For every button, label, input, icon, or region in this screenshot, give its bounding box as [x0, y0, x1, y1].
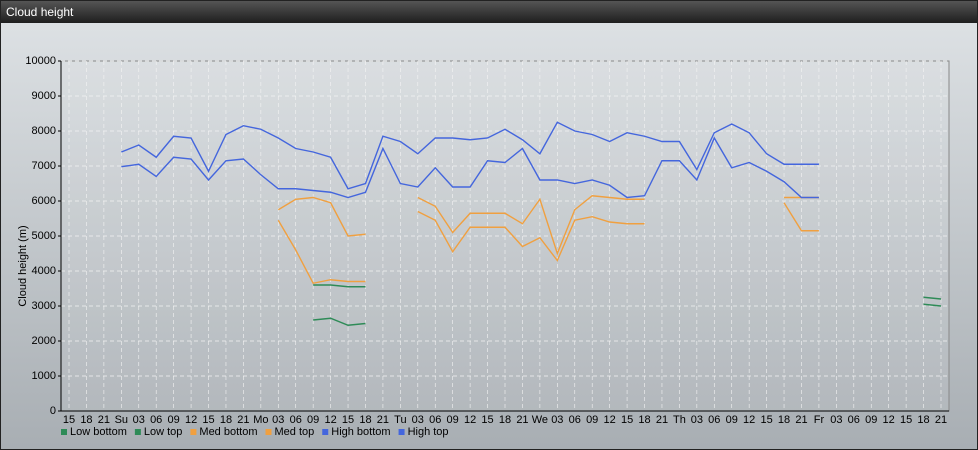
legend-swatch	[190, 429, 197, 435]
legend-swatch	[322, 429, 329, 435]
series-line	[313, 284, 942, 300]
x-tick-label: 15	[342, 414, 354, 426]
legend-swatch	[398, 429, 405, 435]
x-tick-label: 15	[621, 414, 633, 426]
x-tick-label: 15	[481, 414, 493, 426]
x-tick-label: 18	[359, 414, 371, 426]
x-tick-label: 06	[848, 414, 860, 426]
x-tick-label: 18	[80, 414, 92, 426]
legend-swatch	[265, 429, 272, 435]
legend-swatch	[134, 429, 141, 435]
x-tick-label: 12	[604, 414, 616, 426]
x-tick-label: 12	[324, 414, 336, 426]
series-line	[121, 121, 819, 190]
x-tick-label: 21	[98, 414, 110, 426]
x-tick-label: 15	[63, 414, 75, 426]
x-tick-label: 09	[726, 414, 738, 426]
series-line	[121, 136, 819, 199]
legend-label: Low top	[144, 426, 183, 438]
legend-swatch	[61, 429, 67, 435]
x-tick-label: Su	[115, 414, 128, 426]
x-tick-label: 03	[830, 414, 842, 426]
x-tick-label: 09	[586, 414, 598, 426]
x-tick-label: 09	[168, 414, 180, 426]
x-tick-label: 12	[464, 414, 476, 426]
x-tick-label: 03	[133, 414, 145, 426]
y-tick-label: 5000	[32, 230, 56, 242]
x-tick-label: 21	[377, 414, 389, 426]
x-tick-label: 12	[883, 414, 895, 426]
y-tick-label: 10000	[25, 55, 56, 67]
legend-label: Low bottom	[70, 426, 127, 438]
legend-label: Med top	[275, 426, 315, 438]
x-tick-label: 12	[743, 414, 755, 426]
x-tick-label: 12	[185, 414, 197, 426]
x-tick-label: 09	[307, 414, 319, 426]
x-tick-label: 06	[569, 414, 581, 426]
chart: Cloud height (m) 0 1000 2000 3000 4000 5000 60…	[17, 55, 950, 438]
y-tick-label: 0	[50, 405, 56, 417]
y-tick-label: 7000	[32, 160, 56, 172]
x-tick-label: 15	[760, 414, 772, 426]
legend-label: High bottom	[331, 426, 390, 438]
x-tick-label: 21	[516, 414, 528, 426]
x-tick-label: 09	[447, 414, 459, 426]
x-tick-label: 03	[412, 414, 424, 426]
x-tick-label: 21	[795, 414, 807, 426]
x-tick-label: 03	[272, 414, 284, 426]
series-line	[313, 303, 942, 326]
x-tick-label: 18	[638, 414, 650, 426]
y-tick-label: 1000	[32, 370, 56, 382]
x-tick-label: 18	[499, 414, 511, 426]
x-tick-label: 21	[656, 414, 668, 426]
x-tick-label: 18	[220, 414, 232, 426]
y-tick-label: 9000	[32, 90, 56, 102]
x-tick-label: 06	[290, 414, 302, 426]
x-tick-label: Th	[673, 414, 686, 426]
x-tick-label: 09	[865, 414, 877, 426]
x-tick-label: 15	[900, 414, 912, 426]
y-tick-label: 8000	[32, 125, 56, 137]
x-tick-label: 18	[917, 414, 929, 426]
x-tick-label: 06	[429, 414, 441, 426]
x-tick-label: We	[532, 414, 548, 426]
y-tick-label: 3000	[32, 300, 56, 312]
x-tick-label: 21	[935, 414, 947, 426]
series-line	[277, 202, 819, 285]
x-tick-label: 15	[202, 414, 214, 426]
x-tick-label: 21	[237, 414, 249, 426]
x-tick-label: 18	[778, 414, 790, 426]
x-tick-label: 03	[691, 414, 703, 426]
y-tick-label: 6000	[32, 195, 56, 207]
y-tick-label: 4000	[32, 265, 56, 277]
y-tick-label: 2000	[32, 335, 56, 347]
x-tick-label: 06	[708, 414, 720, 426]
legend-label: Med bottom	[199, 426, 257, 438]
x-tick-label: 03	[551, 414, 563, 426]
x-tick-label: Fr	[814, 414, 825, 426]
x-tick-label: 06	[150, 414, 162, 426]
title-bar: Cloud height	[1, 1, 977, 23]
x-tick-label: Tu	[394, 414, 406, 426]
x-tick-label: Mo	[253, 414, 268, 426]
legend-label: High top	[408, 426, 449, 438]
y-axis-title: Cloud height (m)	[17, 225, 29, 306]
